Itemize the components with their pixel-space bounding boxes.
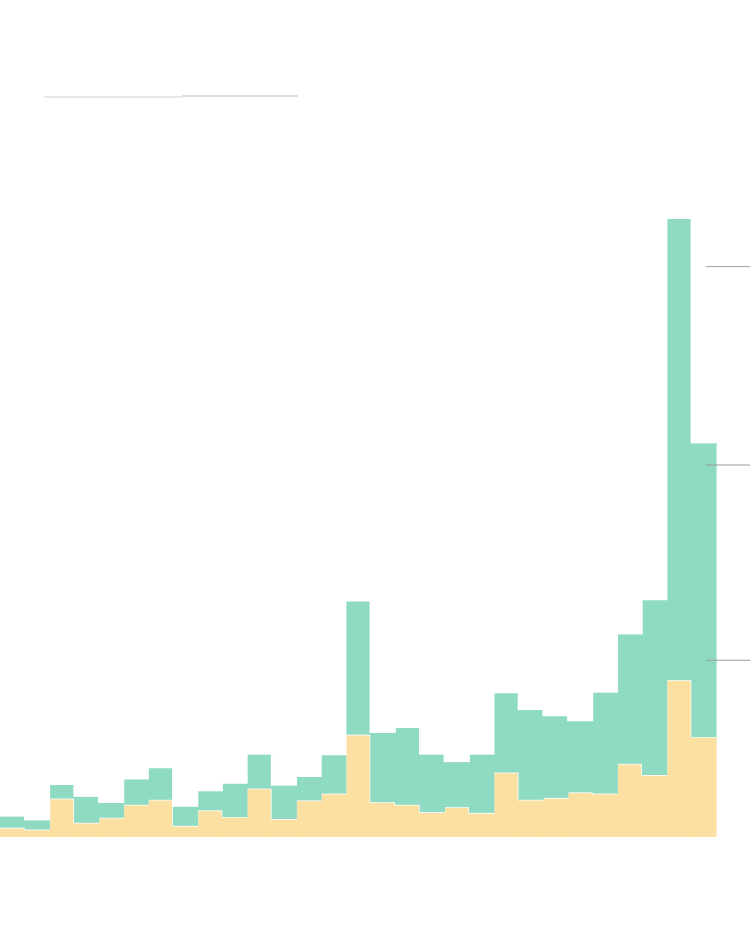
series-2-step-15 [345, 600, 371, 735]
series-1-step-18 [419, 812, 446, 837]
series-1-step-5 [98, 817, 125, 837]
series-2-step-28 [666, 218, 692, 681]
series-2-step-13 [296, 776, 322, 801]
series-2-step-19 [444, 761, 470, 808]
series-2-step-2 [24, 819, 50, 830]
series-2-step-11 [246, 753, 273, 789]
header-rules [44, 95, 298, 98]
series-1-step-19 [444, 807, 470, 837]
series-1-step-15 [345, 734, 371, 837]
series-2-step-10 [222, 783, 248, 818]
reference-lines [706, 266, 750, 661]
series-2-step-25 [592, 691, 618, 794]
series-1-step-16 [370, 802, 396, 837]
series-1-step-17 [395, 804, 421, 837]
series-1-step-6 [123, 804, 149, 837]
series-2-step-16 [370, 732, 396, 803]
series-2-step-3 [49, 784, 75, 799]
series-1-step-25 [592, 793, 618, 837]
series-2-step-6 [123, 778, 149, 805]
series-2-step-9 [197, 790, 223, 811]
series-2-step-4 [74, 796, 100, 823]
series-2-step-20 [469, 753, 495, 813]
series-1-step-4 [74, 822, 100, 837]
series-1-step-14 [320, 793, 347, 837]
series-1-step-10 [222, 817, 248, 837]
series-2-step-18 [419, 753, 446, 813]
series-2-step-8 [172, 806, 199, 826]
series-2-step-17 [395, 727, 421, 805]
series-1-step-27 [641, 775, 668, 837]
series-2 [0, 218, 717, 830]
series-2-step-22 [518, 709, 544, 800]
series-2-step-7 [148, 767, 174, 800]
series-2-step-26 [617, 633, 643, 764]
series-2-step-29 [691, 442, 717, 738]
series-2-outline [0, 217, 716, 821]
series-1-step-28 [666, 680, 692, 837]
series-1-step-8 [172, 825, 199, 837]
series-1-step-20 [469, 812, 495, 837]
series-1-step-26 [617, 763, 643, 837]
series-1-step-2 [24, 829, 50, 837]
series-2-step-27 [641, 599, 668, 775]
series-1-step-12 [271, 819, 297, 837]
series-1-step-21 [493, 772, 520, 837]
series-1-step-13 [296, 800, 322, 837]
series-1-step-23 [543, 797, 569, 837]
series-1-step-1 [0, 827, 26, 837]
series-2-step-12 [271, 784, 297, 820]
series-1-step-22 [518, 799, 544, 837]
series-1-step-9 [197, 810, 223, 837]
stacked-areas [0, 217, 717, 837]
series-2-step-1 [0, 815, 26, 828]
series-1-step-3 [49, 798, 75, 837]
series-1-step-11 [246, 788, 273, 837]
series-2-step-23 [543, 715, 569, 798]
series-2-step-24 [567, 720, 594, 793]
series-2-step-5 [98, 802, 125, 818]
series-1-step-29 [691, 737, 717, 837]
series-2-step-21 [493, 692, 520, 773]
series-1 [0, 680, 717, 837]
series-1-step-24 [567, 792, 594, 837]
series-1-step-7 [148, 799, 174, 837]
series-2-step-14 [320, 754, 347, 794]
